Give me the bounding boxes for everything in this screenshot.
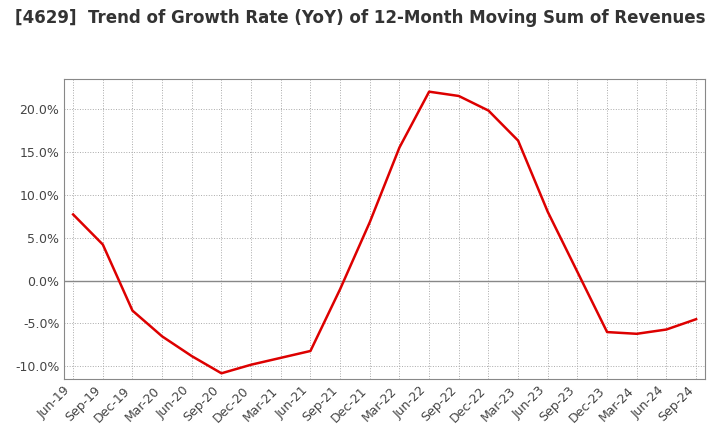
Text: [4629]  Trend of Growth Rate (YoY) of 12-Month Moving Sum of Revenues: [4629] Trend of Growth Rate (YoY) of 12-… <box>14 9 706 27</box>
